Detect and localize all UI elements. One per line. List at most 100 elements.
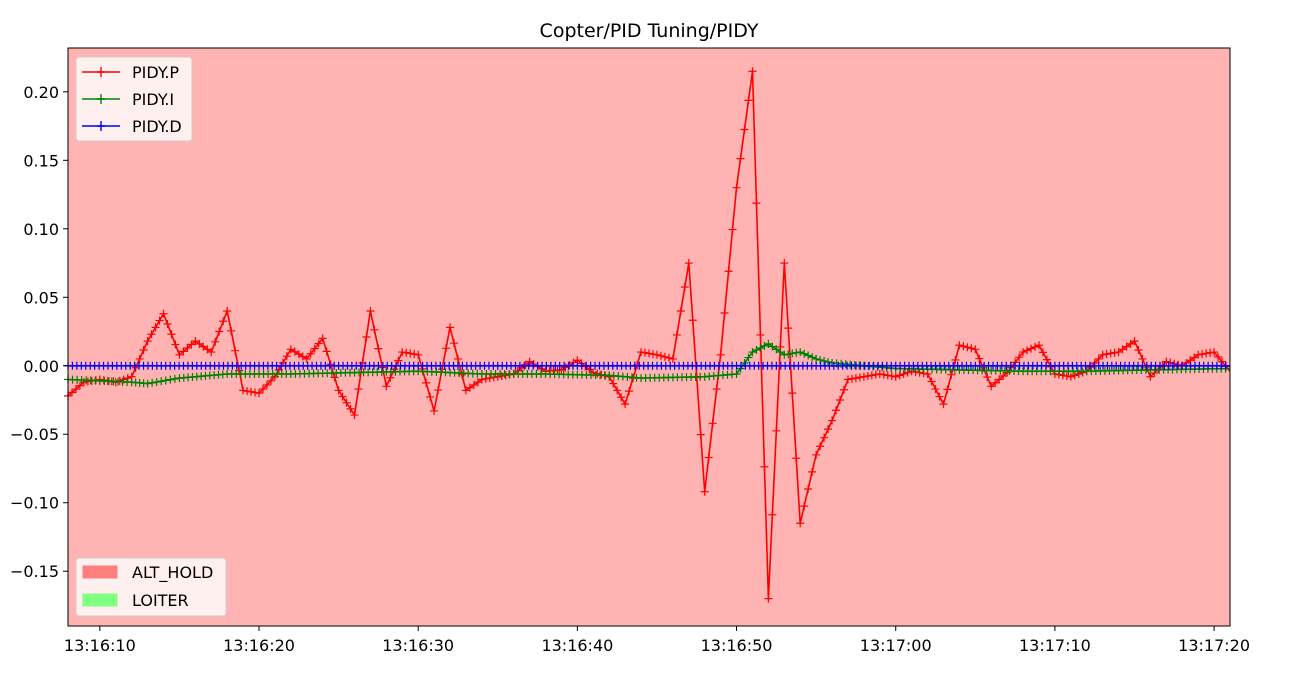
chart-title: Copter/PID Tuning/PIDY — [540, 20, 759, 42]
series-layer — [64, 67, 1231, 603]
series-marker — [1202, 349, 1211, 358]
series-marker — [704, 453, 713, 462]
series-marker — [346, 404, 355, 413]
series-marker — [991, 378, 1000, 387]
series-marker — [780, 350, 789, 359]
series-marker — [967, 344, 976, 353]
series-marker — [664, 353, 673, 362]
series-marker — [366, 306, 375, 315]
series-marker — [784, 324, 793, 333]
series-marker — [1015, 353, 1024, 362]
x-tick-label: 13:17:10 — [1019, 636, 1091, 655]
series-marker — [708, 419, 717, 428]
series-marker — [625, 387, 634, 396]
series-marker — [1031, 342, 1040, 351]
series-marker — [330, 373, 339, 382]
series-marker — [899, 369, 908, 378]
series-marker — [855, 373, 864, 382]
series-marker — [161, 376, 170, 385]
series-marker — [71, 385, 80, 394]
series-marker — [796, 519, 805, 528]
legend-marker-swatch — [97, 94, 105, 104]
series-marker — [326, 360, 335, 369]
series-marker — [1098, 350, 1107, 359]
series-legend-box — [75, 56, 193, 142]
series-marker — [147, 330, 156, 339]
series-marker — [1210, 348, 1219, 357]
series-marker — [171, 340, 180, 349]
legend-marker-swatch — [97, 121, 105, 131]
series-marker — [1146, 372, 1155, 381]
series-marker — [804, 351, 813, 360]
series-marker — [434, 386, 443, 395]
series-marker — [1138, 354, 1147, 363]
series-marker — [804, 485, 813, 494]
series-marker — [617, 393, 626, 402]
series-marker — [676, 306, 685, 315]
series-marker — [808, 467, 817, 476]
series-marker — [915, 368, 924, 377]
series-marker — [688, 316, 697, 325]
series-marker — [851, 374, 860, 383]
series-marker — [166, 375, 175, 384]
series-marker — [342, 398, 351, 407]
series-marker — [1058, 371, 1067, 380]
series-marker — [672, 330, 681, 339]
y-tick-label: −0.15 — [10, 562, 59, 581]
series-marker — [67, 388, 76, 397]
series-marker — [772, 426, 781, 435]
series-marker — [143, 379, 152, 388]
series-marker — [712, 385, 721, 394]
series-marker — [1102, 350, 1111, 359]
x-tick-label: 13:16:30 — [382, 636, 454, 655]
series-marker — [382, 382, 391, 391]
series-marker — [752, 346, 761, 355]
series-marker — [1034, 341, 1043, 350]
series-marker — [251, 388, 260, 397]
legend-series-label: PIDY.P — [132, 63, 179, 82]
series-marker — [1130, 337, 1139, 346]
series-marker — [871, 370, 880, 379]
series-marker — [1162, 357, 1171, 366]
series-marker — [322, 347, 331, 356]
series-marker — [148, 378, 157, 387]
x-tick-label: 13:16:50 — [701, 636, 773, 655]
series-marker — [453, 354, 462, 363]
series-marker — [744, 353, 753, 362]
series-marker — [247, 387, 256, 396]
series-marker — [262, 380, 271, 389]
series-marker — [768, 510, 777, 519]
series-marker — [227, 326, 236, 335]
series-marker — [442, 344, 451, 353]
y-tick-label: 0.20 — [23, 83, 59, 102]
legend-mode-swatch — [82, 565, 118, 579]
y-tick-label: 0.05 — [23, 288, 59, 307]
series-marker — [645, 349, 653, 358]
series-marker — [792, 454, 801, 463]
series-marker — [163, 319, 172, 328]
plot-frame — [67, 47, 1231, 627]
series-marker — [760, 462, 769, 471]
series-marker — [935, 392, 944, 401]
y-axis-ticks: −0.15 −0.10 −0.05 0.00 0.05 0.10 0.15 0.20 — [10, 83, 68, 581]
series-marker — [732, 183, 741, 192]
series-marker — [800, 349, 809, 358]
series-marker — [931, 385, 940, 394]
series-legend: PIDY.P PIDY.I PIDY.D — [75, 56, 193, 142]
y-tick-label: 0.00 — [23, 357, 59, 376]
series-marker — [314, 339, 323, 348]
series-marker — [1174, 360, 1183, 369]
series-marker — [370, 325, 379, 334]
series-marker — [836, 396, 845, 405]
series-marker — [231, 346, 240, 355]
series-marker — [426, 392, 435, 401]
series-marker — [1110, 348, 1119, 357]
series-marker — [812, 354, 821, 363]
series-marker — [652, 350, 661, 359]
series-marker — [740, 125, 749, 134]
series-marker — [987, 382, 996, 391]
series-marker — [621, 400, 630, 409]
series-marker — [716, 350, 725, 359]
series-marker — [975, 354, 984, 363]
